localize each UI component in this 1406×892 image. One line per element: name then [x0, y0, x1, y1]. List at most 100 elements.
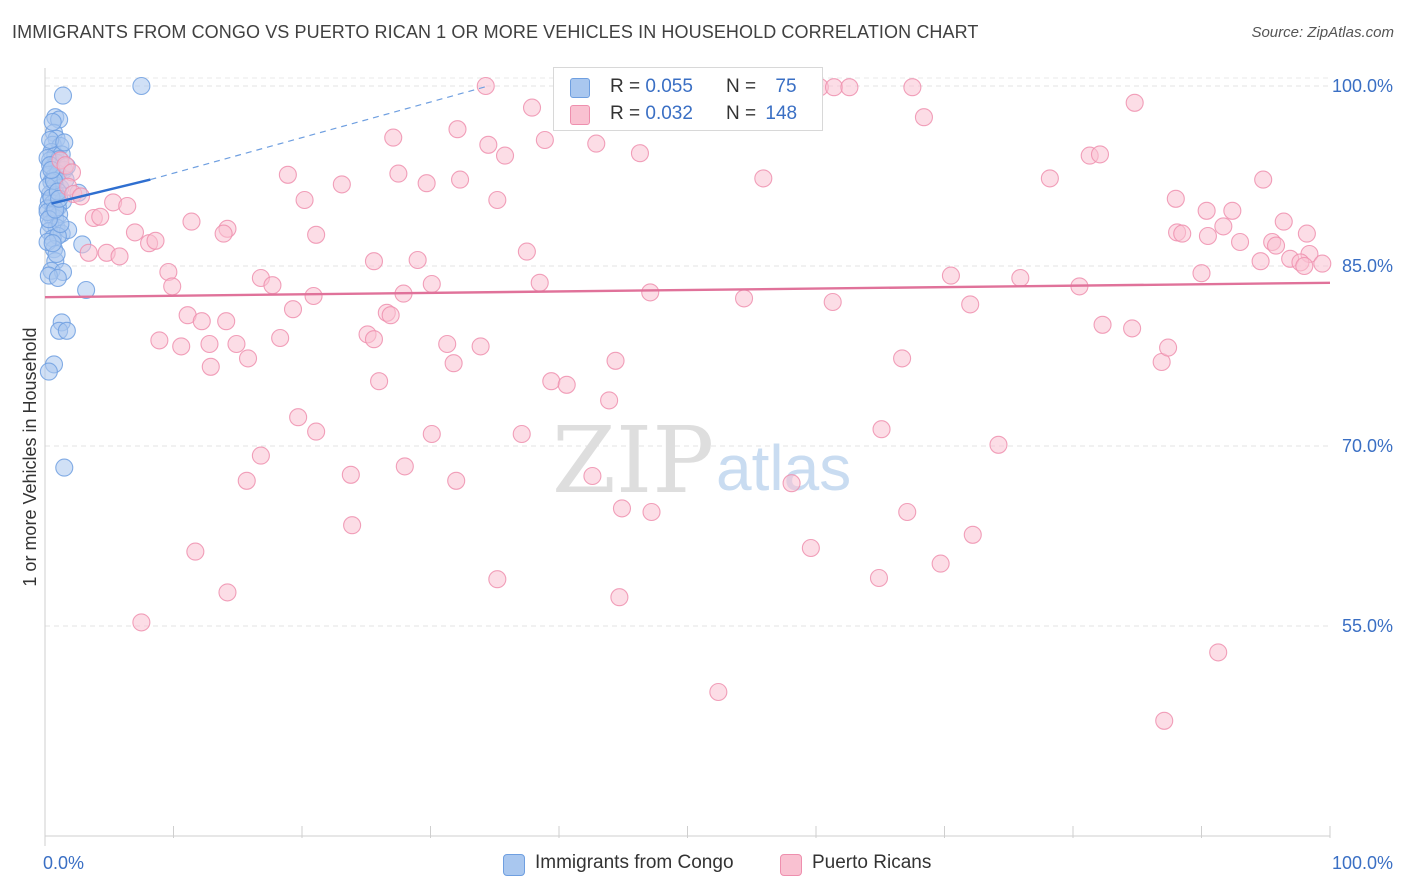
puerto-rican-point	[1297, 224, 1316, 243]
puerto-rican-point	[530, 273, 549, 292]
puerto-rican-point	[535, 130, 554, 150]
puerto-rican-point	[517, 242, 536, 261]
puerto-rican-point	[1090, 145, 1110, 164]
puerto-rican-point	[1173, 224, 1192, 243]
puerto-rican-point	[444, 354, 463, 373]
puerto-rican-point	[118, 196, 137, 216]
congo-point	[57, 321, 76, 340]
puerto-rican-point	[495, 146, 515, 165]
puerto-rican-point	[263, 276, 282, 295]
puerto-rican-point	[91, 207, 110, 226]
puerto-rican-point	[150, 331, 169, 350]
puerto-rican-point	[989, 435, 1008, 454]
puerto-rican-point	[1266, 236, 1286, 255]
puerto-rican-point	[146, 231, 165, 250]
puerto-rican-point	[869, 568, 889, 588]
puerto-rican-point	[422, 274, 441, 294]
puerto-rican-point	[734, 289, 754, 308]
legend-r-value: 0.032	[645, 103, 693, 124]
puerto-rican-point	[1125, 93, 1144, 112]
congo-point	[43, 234, 62, 253]
tick-labels: 55.0% 70.0% 85.0% 100.0% 0.0% 100.0% 1 or more…	[20, 76, 1393, 873]
congo-trend-extension	[150, 85, 489, 181]
puerto-rican-point	[289, 408, 308, 427]
x-tick-label: 100.0%	[1332, 853, 1393, 873]
puerto-rican-point	[307, 225, 326, 244]
y-tick-label: 100.0%	[1332, 76, 1393, 96]
puerto-rican-point	[1231, 232, 1250, 252]
puerto-rican-point	[1159, 338, 1178, 357]
y-tick-label: 85.0%	[1342, 256, 1393, 276]
puerto-rican-point	[963, 525, 982, 544]
puerto-rican-point	[583, 466, 602, 486]
puerto-rican-point	[1209, 643, 1228, 662]
congo-point	[43, 112, 62, 132]
puerto-rican-point	[522, 98, 542, 117]
congo-trend-line	[51, 178, 151, 205]
puerto-rican-point	[488, 570, 507, 589]
puerto-rican-point	[630, 144, 650, 163]
puerto-rican-point	[941, 266, 960, 285]
puerto-rican-point	[192, 312, 211, 331]
puerto-rican-point	[1011, 268, 1030, 288]
puerto-rican-point	[422, 424, 441, 444]
puerto-rican-point	[1040, 169, 1059, 188]
puerto-rican-point	[238, 349, 258, 368]
puerto-rican-point	[218, 583, 237, 602]
puerto-rican-point	[395, 457, 414, 476]
puerto-rican-point	[1254, 170, 1273, 189]
puerto-rican-point	[381, 306, 400, 325]
legend-r-label: R =	[610, 103, 646, 124]
puerto-rican-point	[237, 471, 256, 490]
puerto-rican-point	[824, 78, 844, 97]
puerto-rican-point	[389, 164, 408, 183]
source-label: Source: ZipAtlas.com	[1251, 24, 1394, 41]
y-tick-label: 70.0%	[1342, 436, 1393, 456]
legend-n-label: N =	[726, 76, 762, 97]
puerto-rican-point	[898, 502, 917, 522]
puerto-rican-point	[1214, 217, 1233, 236]
legend-n-value: 75	[775, 76, 797, 97]
puerto-rican-point	[641, 283, 660, 302]
puerto-rican-point	[1166, 189, 1185, 208]
puerto-rican-point	[1155, 711, 1174, 730]
puerto-rican-point	[903, 78, 922, 97]
puerto-rican-point	[610, 588, 629, 607]
chart-title: IMMIGRANTS FROM CONGO VS PUERTO RICAN 1 …	[12, 22, 979, 42]
bottom-legend-swatch-congo	[503, 854, 525, 876]
puerto-rican-point	[304, 286, 323, 306]
puerto-rican-point	[1251, 252, 1270, 271]
puerto-rican-point	[364, 330, 384, 349]
watermark-atlas: atlas	[716, 432, 851, 504]
puerto-rican-point	[370, 372, 389, 391]
puerto-rican-point	[557, 375, 576, 394]
series-puerto-rican-points	[51, 76, 1332, 730]
puerto-rican-point	[872, 420, 891, 439]
puerto-rican-point	[132, 613, 151, 632]
puerto-rican-point	[408, 250, 427, 270]
puerto-rican-point	[227, 334, 246, 354]
puerto-rican-point	[307, 422, 326, 441]
y-axis-label: 1 or more Vehicles in Household	[20, 327, 40, 586]
puerto-rican-point	[271, 328, 290, 348]
puerto-rican-point	[341, 465, 360, 484]
puerto-rican-trend-line	[44, 281, 1331, 299]
puerto-rican-point	[893, 349, 912, 368]
puerto-rican-point	[278, 165, 297, 184]
puerto-rican-point	[217, 312, 236, 331]
puerto-rican-point	[709, 682, 728, 702]
puerto-rican-point	[110, 247, 129, 266]
puerto-rican-point	[587, 134, 606, 153]
puerto-rican-point	[612, 499, 632, 518]
puerto-rican-point	[840, 78, 859, 97]
puerto-rican-point	[251, 446, 270, 465]
puerto-rican-point	[1295, 256, 1314, 276]
puerto-rican-point	[823, 292, 842, 312]
puerto-rican-point	[1198, 226, 1217, 246]
congo-point	[48, 268, 67, 288]
puerto-rican-point	[479, 135, 498, 154]
puerto-rican-point	[1313, 254, 1332, 273]
puerto-rican-point	[343, 516, 362, 535]
puerto-rican-point	[201, 357, 220, 376]
legend-n-value: 148	[765, 103, 798, 124]
